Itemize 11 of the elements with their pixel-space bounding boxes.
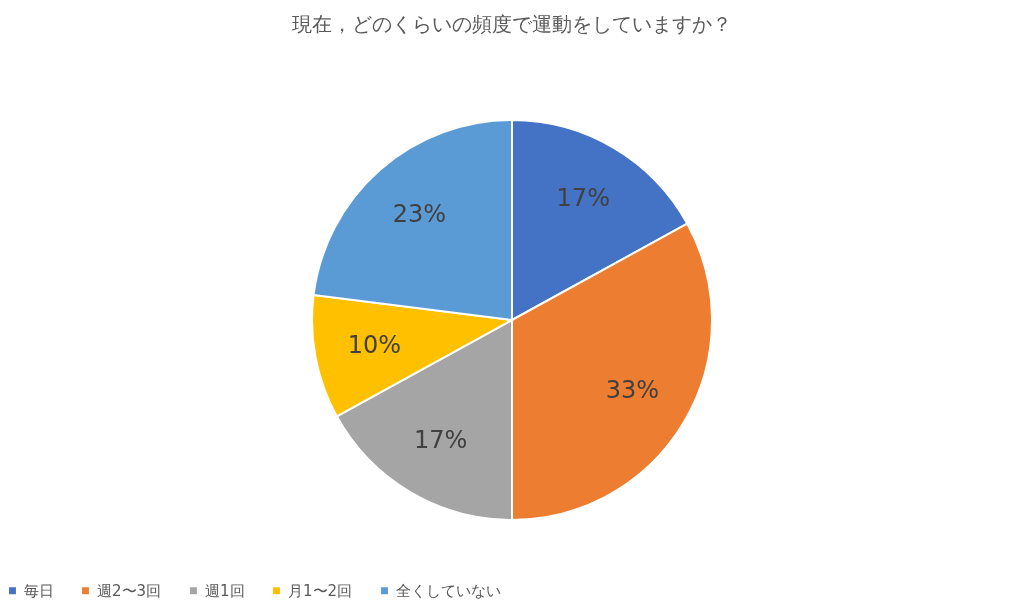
- legend-label: 週1回: [205, 581, 245, 600]
- legend-label: 全くしていない: [396, 581, 501, 600]
- legend-label: 月1〜2回: [288, 581, 353, 600]
- data-label: 17%: [414, 425, 468, 454]
- legend-label: 週2〜3回: [97, 581, 162, 600]
- data-label: 17%: [556, 184, 610, 213]
- data-label: 10%: [347, 331, 402, 360]
- data-label: 23%: [392, 199, 447, 228]
- data-label: 33%: [605, 376, 660, 405]
- legend-label: 毎日: [24, 581, 54, 600]
- chart-title: 現在，どのくらいの頻度で運動をしていますか？: [292, 12, 732, 36]
